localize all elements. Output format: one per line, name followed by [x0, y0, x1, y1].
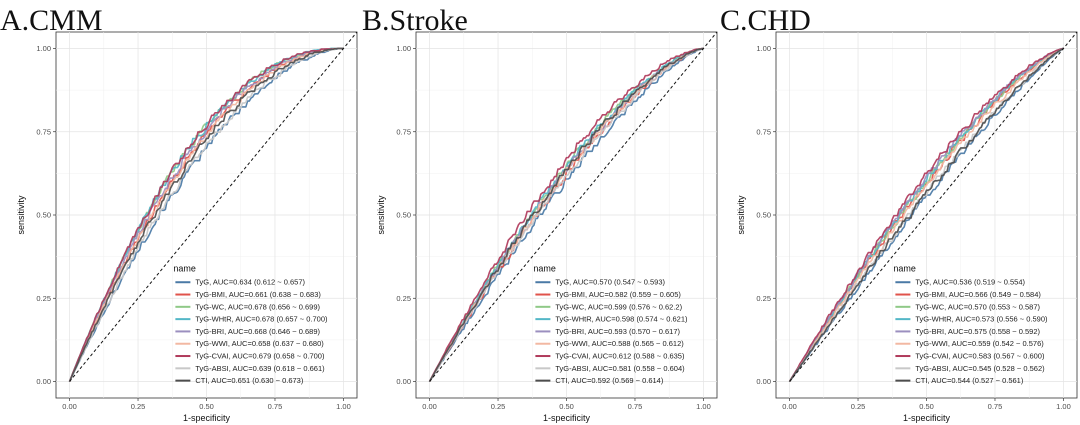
legend-entry: TyG-WWI, AUC=0.559 (0.542 ~ 0.576) — [915, 339, 1044, 348]
x-tick-label: 1.00 — [1056, 402, 1071, 411]
x-tick-label: 0.75 — [628, 402, 643, 411]
roc-curve-series — [428, 47, 704, 382]
legend-entry: TyG-BRI, AUC=0.575 (0.558 ~ 0.592) — [915, 327, 1040, 336]
x-tick-label: 0.25 — [851, 402, 866, 411]
roc-curve-series — [788, 47, 1064, 382]
y-tick-label: 1.00 — [396, 44, 411, 53]
x-tick-label: 0.50 — [199, 402, 214, 411]
roc-curve-series — [68, 47, 344, 382]
roc-panel-3: C.CHD 0.00 0.00 0.25 0.25 0.50 0.50 0.75 0.75 1.0… — [720, 4, 1078, 423]
panel-title: C.CHD — [720, 4, 811, 37]
roc-curve-series — [68, 47, 344, 382]
legend-entry: TyG-CVAI, AUC=0.583 (0.567 ~ 0.600) — [915, 352, 1045, 361]
legend-entry: TyG-ABSI, AUC=0.581 (0.558 ~ 0.604) — [555, 364, 685, 373]
roc-curve-series — [428, 47, 704, 382]
y-tick-label: 0.75 — [396, 127, 411, 136]
legend-entry: TyG-WC, AUC=0.599 (0.576 ~ 0.62.2) — [555, 302, 682, 311]
legend-entry: TyG-WHtR, AUC=0.573 (0.556 ~ 0.590) — [915, 315, 1048, 324]
y-tick-label: 1.00 — [36, 44, 51, 53]
roc-curve-series — [788, 47, 1064, 382]
panel-title: B.Stroke — [362, 4, 468, 37]
y-tick-label: 0.25 — [36, 294, 51, 303]
x-tick-label: 0.25 — [131, 402, 146, 411]
legend-entry: TyG-WC, AUC=0.570 (0.553 ~ 0.587) — [915, 302, 1040, 311]
reference-diagonal — [789, 31, 1078, 382]
legend-entry: TyG-WWI, AUC=0.588 (0.565 ~ 0.612) — [555, 339, 684, 348]
y-tick-label: 0.00 — [756, 377, 771, 386]
legend-title: name — [173, 264, 196, 274]
y-tick-label: 0.75 — [756, 127, 771, 136]
x-tick-label: 0.25 — [491, 402, 506, 411]
x-tick-label: 0.00 — [782, 402, 797, 411]
x-axis-label: 1-specificity — [903, 413, 951, 423]
x-tick-label: 0.00 — [62, 402, 77, 411]
legend-entry: CTI, AUC=0.651 (0.630 ~ 0.673) — [195, 376, 303, 385]
roc-panel-1: A.CMM 0.00 0.00 0.25 0.25 0.50 0.50 0.75 0.75 1.0… — [0, 4, 358, 423]
legend-entry: CTI, AUC=0.592 (0.569 ~ 0.614) — [555, 376, 663, 385]
y-axis-label: sensitivity — [16, 195, 26, 235]
legend-entry: TyG-WHtR, AUC=0.598 (0.574 ~ 0.621) — [555, 315, 688, 324]
legend-entry: TyG-WC, AUC=0.678 (0.656 ~ 0.699) — [195, 302, 320, 311]
y-tick-label: 0.50 — [756, 211, 771, 220]
legend-entry: TyG-WWI, AUC=0.658 (0.637 ~ 0.680) — [195, 339, 324, 348]
legend-entry: TyG-BMI, AUC=0.661 (0.638 ~ 0.683) — [195, 290, 321, 299]
legend-title: name — [893, 264, 916, 274]
legend-title: name — [533, 264, 556, 274]
reference-diagonal — [69, 31, 358, 382]
roc-panel-2: B.Stroke 0.00 0.00 0.25 0.25 0.50 0.50 0.75 0.75… — [362, 4, 718, 423]
roc-curve-series — [428, 47, 704, 382]
panel-title: A.CMM — [0, 4, 103, 37]
legend-entry: TyG-BMI, AUC=0.566 (0.549 ~ 0.584) — [915, 290, 1041, 299]
reference-diagonal — [429, 31, 718, 382]
legend-entry: TyG, AUC=0.570 (0.547 ~ 0.593) — [555, 278, 665, 287]
legend-entry: TyG-CVAI, AUC=0.612 (0.588 ~ 0.635) — [555, 352, 685, 361]
legend-entry: TyG-ABSI, AUC=0.639 (0.618 ~ 0.661) — [195, 364, 325, 373]
x-tick-label: 0.50 — [559, 402, 574, 411]
y-tick-label: 0.25 — [396, 294, 411, 303]
y-tick-label: 0.50 — [36, 211, 51, 220]
y-tick-label: 1.00 — [756, 44, 771, 53]
x-tick-label: 1.00 — [336, 402, 351, 411]
x-tick-label: 0.75 — [268, 402, 283, 411]
roc-curve-series — [788, 47, 1064, 382]
y-axis-label: sensitivity — [736, 195, 746, 235]
legend-entry: TyG-CVAI, AUC=0.679 (0.658 ~ 0.700) — [195, 352, 325, 361]
legend-entry: TyG, AUC=0.634 (0.612 ~ 0.657) — [195, 278, 305, 287]
x-tick-label: 0.00 — [422, 402, 437, 411]
legend-entry: TyG-BRI, AUC=0.668 (0.646 ~ 0.689) — [195, 327, 320, 336]
legend-entry: TyG-BMI, AUC=0.582 (0.559 ~ 0.605) — [555, 290, 681, 299]
x-axis-label: 1-specificity — [183, 413, 231, 423]
y-tick-label: 0.75 — [36, 127, 51, 136]
x-tick-label: 1.00 — [696, 402, 711, 411]
x-tick-label: 0.50 — [919, 402, 934, 411]
y-tick-label: 0.50 — [396, 211, 411, 220]
legend-entry: TyG-WHtR, AUC=0.678 (0.657 ~ 0.700) — [195, 315, 328, 324]
legend-entry: TyG-ABSI, AUC=0.545 (0.528 ~ 0.562) — [915, 364, 1045, 373]
legend-entry: CTI, AUC=0.544 (0.527 ~ 0.561) — [915, 376, 1023, 385]
y-tick-label: 0.00 — [396, 377, 411, 386]
x-tick-label: 0.75 — [988, 402, 1003, 411]
roc-curve-series — [428, 47, 704, 382]
roc-curve-series — [68, 47, 344, 382]
y-axis-label: sensitivity — [376, 195, 386, 235]
x-axis-label: 1-specificity — [543, 413, 591, 423]
y-tick-label: 0.00 — [36, 377, 51, 386]
legend-entry: TyG-BRI, AUC=0.593 (0.570 ~ 0.617) — [555, 327, 680, 336]
legend-entry: TyG, AUC=0.536 (0.519 ~ 0.554) — [915, 278, 1025, 287]
y-tick-label: 0.25 — [756, 294, 771, 303]
